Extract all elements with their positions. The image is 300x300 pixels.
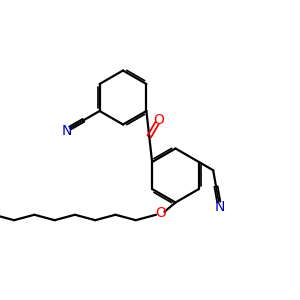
- Text: O: O: [155, 206, 166, 220]
- Text: N: N: [215, 200, 225, 214]
- Text: O: O: [153, 113, 164, 127]
- Text: N: N: [61, 124, 72, 138]
